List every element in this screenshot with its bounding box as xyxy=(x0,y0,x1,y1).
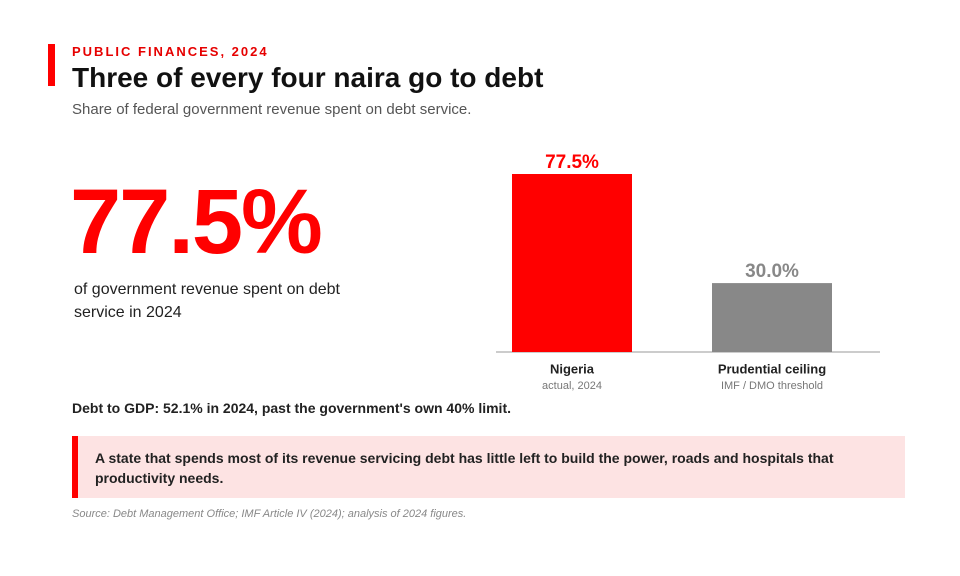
kicker: PUBLIC FINANCES, 2024 xyxy=(72,44,269,59)
category-label: Nigeria xyxy=(550,361,595,376)
big-stat: 77.5% xyxy=(70,171,323,273)
chart: 77.5% Nigeria actual, 2024 30.0% Prudential … xyxy=(496,152,880,392)
bar xyxy=(512,174,632,352)
value-label: 30.0% xyxy=(745,261,799,282)
note: Debt to GDP: 52.1% in 2024, past the gov… xyxy=(72,400,511,416)
value-label: 77.5% xyxy=(545,152,599,173)
accent-bar xyxy=(48,44,55,86)
category-label: Prudential ceiling xyxy=(718,361,826,376)
subtitle: Share of federal government revenue spen… xyxy=(72,101,472,118)
category-sublabel: IMF / DMO threshold xyxy=(721,380,823,392)
category-sublabel: actual, 2024 xyxy=(542,380,602,392)
callout: A state that spends most of its revenue … xyxy=(72,436,905,498)
stat-caption: of government revenue spent on debt serv… xyxy=(74,281,340,321)
source: Source: Debt Management Office; IMF Arti… xyxy=(72,508,467,520)
bar xyxy=(712,283,832,352)
callout-text: A state that spends most of its revenue … xyxy=(95,450,834,486)
title: Three of every four naira go to debt xyxy=(72,62,544,93)
